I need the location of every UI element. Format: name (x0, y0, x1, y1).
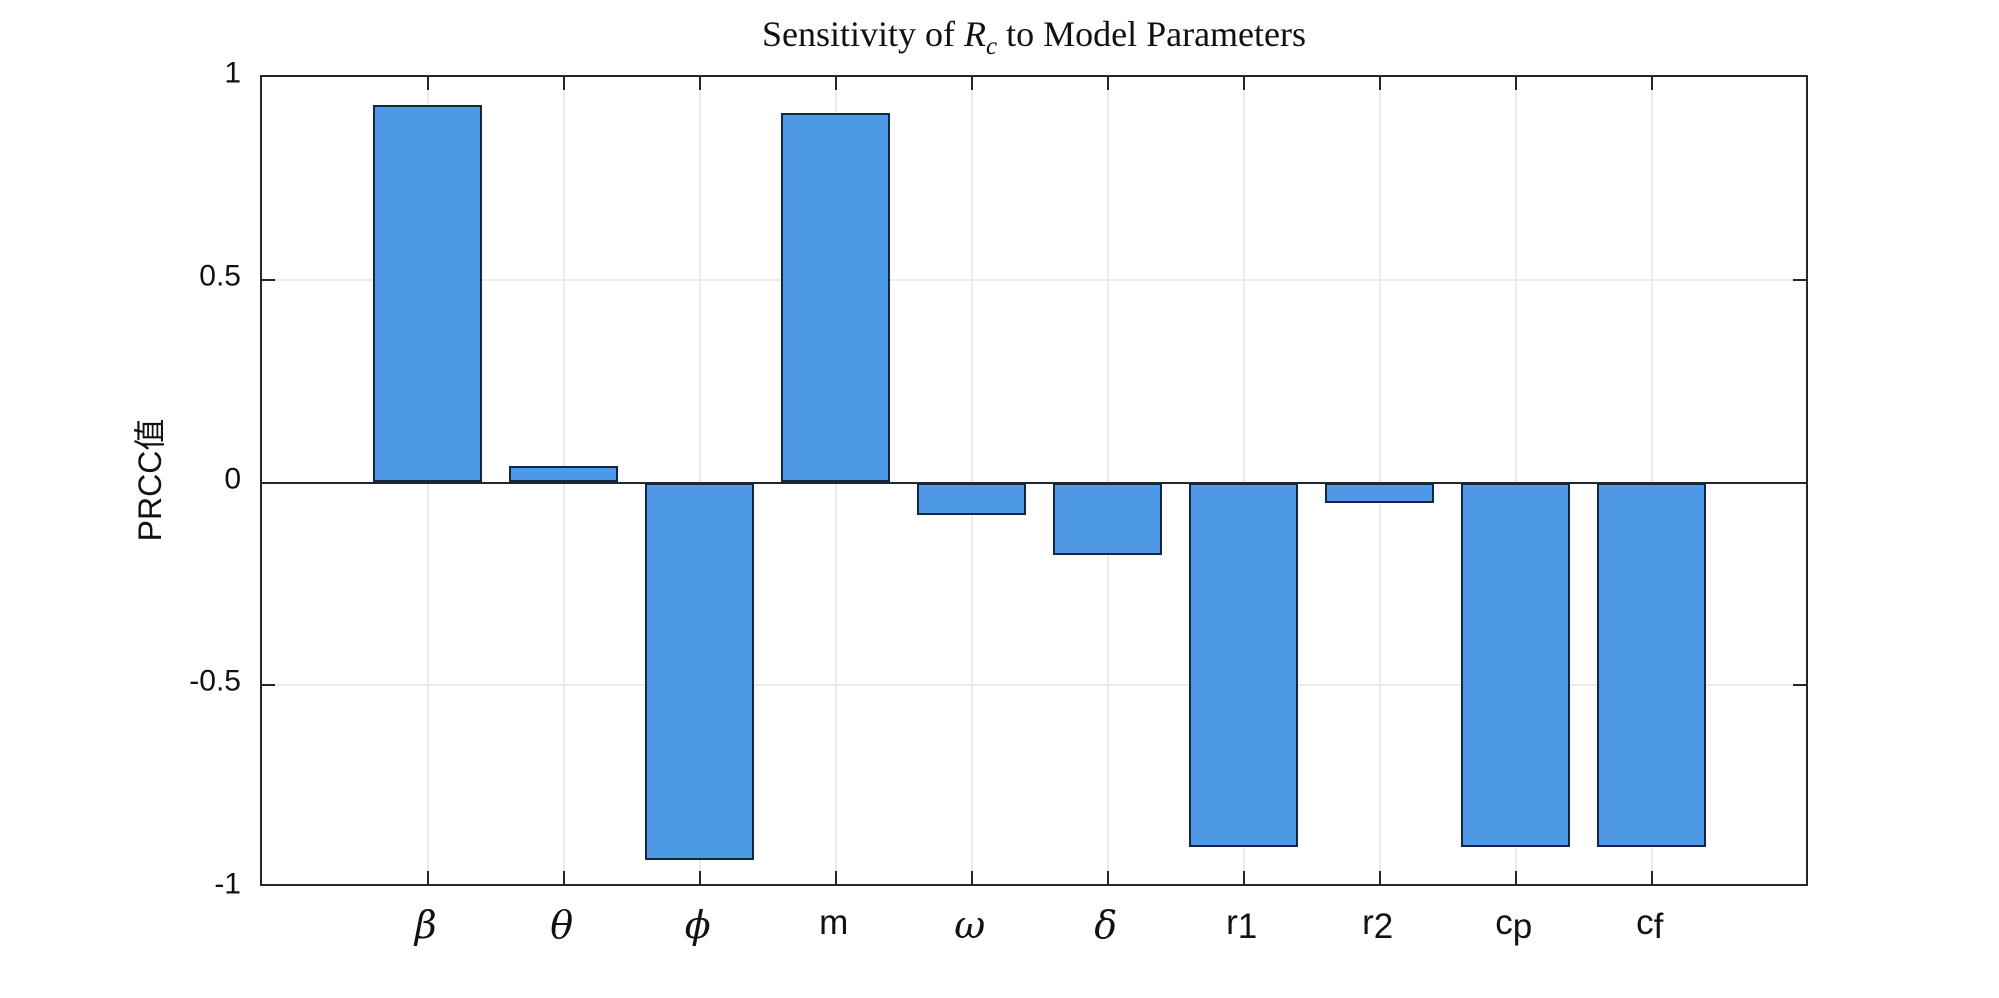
x-tick-mark-top (426, 77, 429, 90)
x-tick-mark-top (1242, 77, 1245, 90)
x-tick-mark-top (698, 77, 701, 90)
y-tick-mark-right (1793, 481, 1806, 484)
bar-m (781, 113, 891, 483)
y-gridline (262, 684, 1806, 687)
x-tick-label-base: ϕ (684, 903, 711, 947)
bar-ϕ (645, 482, 755, 860)
x-tick-label-subscript: p (1512, 907, 1533, 947)
x-tick-label: θ (550, 903, 573, 947)
y-tick-label: -0.5 (189, 664, 241, 698)
chart-title-text: Sensitivity of (761, 14, 964, 54)
x-gridline (698, 77, 701, 884)
plot-area (260, 75, 1808, 886)
x-tick-label-subscript: f (1653, 907, 1664, 947)
x-tick-mark-bottom (698, 871, 701, 884)
y-axis-label: PRCC值 (132, 418, 168, 542)
y-tick-label: 0.5 (199, 259, 241, 293)
x-tick-mark-top (834, 77, 837, 90)
y-tick-mark-right (1793, 684, 1806, 687)
x-tick-mark-bottom (1242, 871, 1245, 884)
x-tick-label-subscript: 1 (1237, 907, 1258, 947)
x-tick-mark-top (1106, 77, 1109, 90)
x-tick-mark-top (562, 77, 565, 90)
x-tick-mark-bottom (426, 871, 429, 884)
y-tick-label: -1 (214, 867, 241, 901)
x-tick-label: ϕ (685, 903, 711, 947)
x-gridline (1242, 77, 1245, 884)
x-tick-label-base: c (1495, 903, 1513, 942)
y-tick-label: 0 (224, 462, 241, 496)
x-tick-mark-top (1514, 77, 1517, 90)
x-tick-label-base: β (414, 903, 437, 947)
x-gridline (1106, 77, 1109, 884)
y-tick-mark-left (262, 684, 275, 687)
x-tick-label-base: r (1362, 903, 1374, 942)
x-tick-mark-top (970, 77, 973, 90)
x-tick-label-base: r (1226, 903, 1238, 942)
chart-title-symbol-subscript: c (985, 33, 998, 61)
x-tick-mark-bottom (834, 871, 837, 884)
chart-title: Sensitivity of Rc to Model Parameters (260, 13, 1808, 59)
x-tick-label: r1 (1226, 903, 1258, 947)
x-tick-mark-bottom (1106, 871, 1109, 884)
y-tick-label: 1 (224, 56, 241, 90)
x-tick-mark-bottom (970, 871, 973, 884)
bar-ω (917, 482, 1027, 515)
bar-c_f (1597, 482, 1707, 848)
x-tick-mark-top (1378, 77, 1381, 90)
bar-δ (1053, 482, 1163, 556)
x-tick-mark-bottom (562, 871, 565, 884)
x-tick-label-subscript: 2 (1373, 907, 1394, 947)
x-tick-label-base: δ (1094, 903, 1118, 947)
x-tick-label-base: ω (954, 903, 986, 947)
zero-baseline (262, 481, 1806, 484)
chart-title-symbol: R (963, 14, 986, 54)
bar-r_1 (1189, 482, 1299, 848)
y-gridline (262, 278, 1806, 281)
x-gridline (1514, 77, 1517, 884)
x-gridline (970, 77, 973, 884)
x-tick-label-base: c (1636, 903, 1654, 942)
y-tick-mark-right (1793, 278, 1806, 281)
bar-β (373, 105, 483, 483)
x-tick-mark-bottom (1650, 871, 1653, 884)
x-tick-label: m (819, 903, 848, 943)
x-tick-label: cf (1636, 903, 1664, 947)
bar-θ (509, 466, 619, 483)
x-tick-label-base: m (819, 903, 849, 942)
x-tick-label: β (415, 903, 437, 947)
x-tick-mark-top (1650, 77, 1653, 90)
chart-title-text-suffix: to Model Parameters (997, 14, 1307, 54)
x-tick-mark-bottom (1378, 871, 1381, 884)
bar-c_p (1461, 482, 1571, 848)
x-tick-label: cp (1495, 903, 1533, 947)
bar-r_2 (1325, 482, 1435, 503)
x-gridline (1650, 77, 1653, 884)
x-tick-mark-bottom (1514, 871, 1517, 884)
y-tick-mark-left (262, 481, 275, 484)
x-tick-label-base: θ (550, 903, 574, 947)
y-tick-mark-left (262, 278, 275, 281)
x-gridline (1378, 77, 1381, 884)
x-tick-label: δ (1094, 903, 1117, 947)
x-tick-label: ω (954, 903, 985, 947)
x-tick-label: r2 (1362, 903, 1394, 947)
